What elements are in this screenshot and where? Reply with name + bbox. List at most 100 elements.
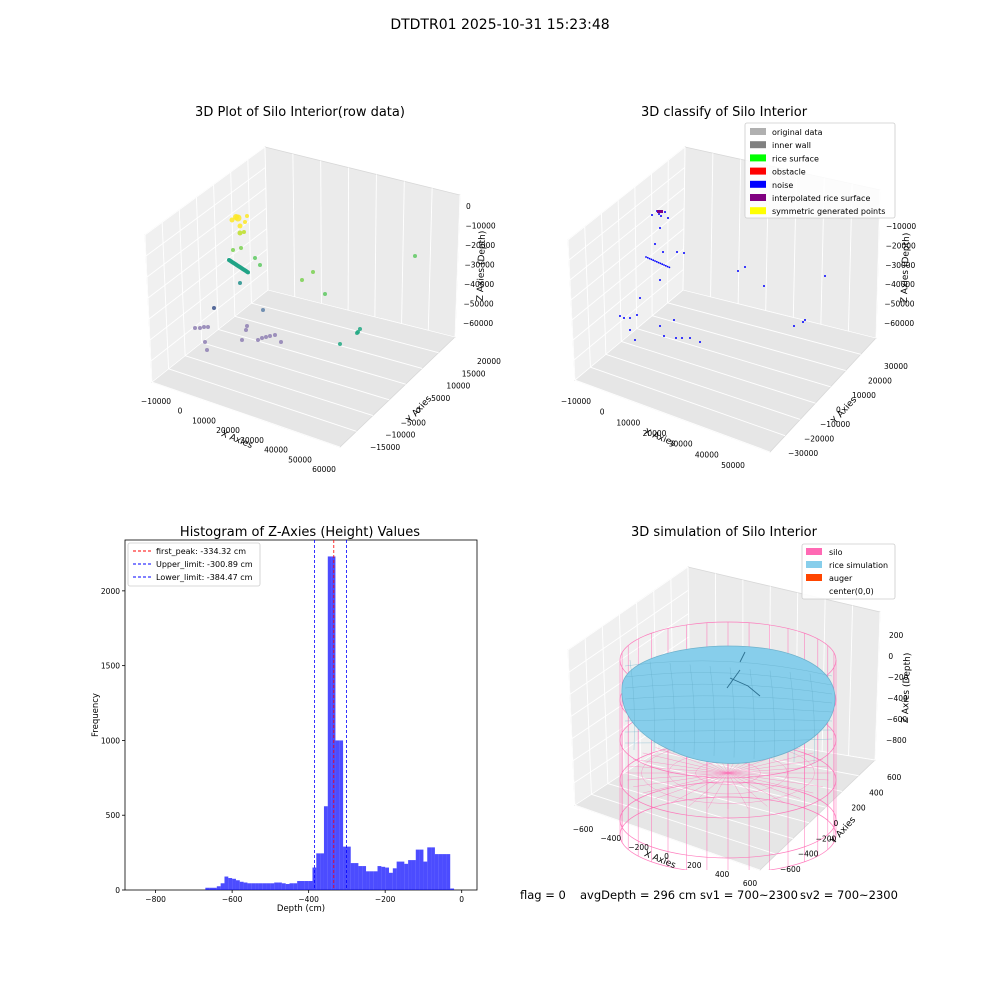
silo-floor-spoke <box>727 772 814 794</box>
data-point <box>193 326 197 330</box>
tick-label: −60000 <box>463 319 493 328</box>
simulation-legend: silo rice simulation auger center(0,0) <box>801 543 896 600</box>
grid-line <box>710 153 714 297</box>
legend-label: interpolated rice surface <box>772 194 870 203</box>
noise-point <box>664 211 666 213</box>
noise-point <box>639 297 641 299</box>
histogram-bar <box>446 854 451 890</box>
grid-line <box>567 649 576 806</box>
noise-point <box>659 227 661 229</box>
grid-line <box>401 181 405 324</box>
tick-label: −400 <box>601 834 622 843</box>
tick-label: 40000 <box>264 446 288 455</box>
noise-point <box>651 214 653 216</box>
histogram-bar <box>438 854 443 890</box>
y-tick-label: 0 <box>115 886 120 895</box>
histogram-bar <box>431 847 435 890</box>
legend-label: inner wall <box>772 141 811 150</box>
rice-mesh-line <box>649 661 655 752</box>
legend-label: center(0,0) <box>829 587 874 596</box>
histogram-bar <box>281 883 286 890</box>
flag-text: flag = 0 <box>520 888 566 902</box>
silo-floor-spoke <box>688 772 729 807</box>
noise-point <box>636 314 638 316</box>
legend-label: silo <box>829 548 843 557</box>
tick-label: 20000 <box>643 429 667 438</box>
tick-label: −40000 <box>885 280 915 289</box>
legend-swatch <box>750 207 766 215</box>
histogram-bar <box>331 556 336 890</box>
grid-line <box>634 186 638 329</box>
histogram-bar <box>285 884 290 890</box>
data-point <box>233 214 239 220</box>
data-point <box>231 248 235 252</box>
noise-point <box>657 261 660 264</box>
tick-label: 15000 <box>462 369 486 378</box>
silo-floor-spoke <box>727 758 823 774</box>
silo-floor-spoke <box>655 747 729 774</box>
silo-floor-spoke <box>642 772 729 794</box>
tick-label: 600 <box>887 773 902 782</box>
grid-line <box>567 566 689 651</box>
noise-point <box>648 257 651 260</box>
grid-line <box>600 213 607 355</box>
data-point <box>338 342 342 346</box>
data-point <box>203 340 207 344</box>
silo-floor-spoke <box>633 772 729 788</box>
tick-label: −5000 <box>401 418 427 427</box>
grid-line <box>144 146 266 236</box>
data-point <box>243 220 247 224</box>
y-tick-label: 1500 <box>101 662 120 671</box>
grid-line <box>267 289 456 338</box>
grid-line <box>651 173 653 316</box>
panel-simulation-3d: 3D simulation of Silo Interior −600−400−… <box>567 525 913 888</box>
histogram-bars <box>205 556 455 890</box>
tick-label: −10000 <box>141 397 171 406</box>
noise-point <box>629 317 631 319</box>
grid-line <box>569 187 685 281</box>
histogram-bar <box>411 860 416 890</box>
histogram-bar <box>213 887 217 890</box>
noise-point <box>763 285 765 287</box>
grid-line <box>264 146 269 291</box>
data-point <box>240 338 244 342</box>
noise-point <box>663 264 665 266</box>
histogram-bar <box>274 882 279 890</box>
noise-point <box>737 270 739 272</box>
tick-label: 0 <box>664 852 669 861</box>
tick-label: −30000 <box>788 449 818 458</box>
data-point <box>268 334 272 338</box>
data-point <box>256 338 260 342</box>
tick-label: 10000 <box>616 418 640 427</box>
noise-point <box>659 262 662 265</box>
interpolated-point <box>657 210 663 213</box>
y-tick-label: 500 <box>106 811 121 820</box>
histogram-bar <box>400 861 405 890</box>
data-point <box>239 246 243 250</box>
histogram-bar <box>381 866 386 890</box>
tick-label: 10000 <box>446 382 470 391</box>
legend-label: rice simulation <box>829 561 888 570</box>
data-point <box>244 328 248 332</box>
tick-label: −50000 <box>884 300 914 309</box>
legend-swatch <box>750 194 766 201</box>
rice-mesh-line <box>624 707 833 713</box>
noise-point <box>650 258 653 261</box>
grid-line <box>168 368 357 432</box>
tick-label: −10000 <box>561 397 591 406</box>
tick-label: −10000 <box>820 420 850 429</box>
tick-label: −20000 <box>804 435 834 444</box>
data-point <box>237 230 243 236</box>
histogram-bar <box>316 853 321 890</box>
data-point <box>355 331 359 335</box>
grid-line <box>573 269 684 361</box>
tick-label: −200 <box>888 673 909 682</box>
grid-line <box>667 160 669 303</box>
rice-mesh-line <box>624 683 833 695</box>
grid-line <box>185 355 373 417</box>
noise-point <box>663 335 665 337</box>
grid-line <box>848 605 854 756</box>
noise-point <box>634 339 636 341</box>
noise-point <box>661 263 664 266</box>
rice-mesh-line <box>624 738 833 744</box>
